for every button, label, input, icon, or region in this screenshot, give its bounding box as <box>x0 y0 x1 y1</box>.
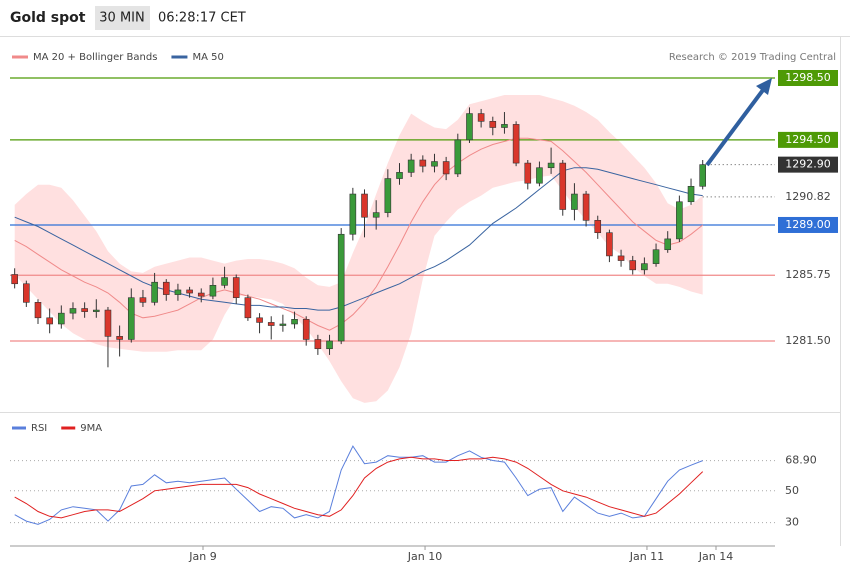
candle-body <box>162 281 170 295</box>
candle-body <box>524 162 532 184</box>
x-tick-label: Jan 14 <box>698 550 733 563</box>
candle-body <box>641 263 648 271</box>
level-label: 1298.50 <box>785 71 831 84</box>
candle-body <box>582 193 590 221</box>
candle-body <box>81 308 88 312</box>
time: 06:28:17 CET <box>158 11 246 26</box>
level-label: 1281.50 <box>785 334 831 347</box>
candle-body <box>69 308 77 314</box>
legend-label: RSI <box>31 423 47 434</box>
candle-body <box>559 162 567 210</box>
candle-body <box>442 161 450 175</box>
candle-body <box>337 233 345 342</box>
candle-body <box>466 113 473 141</box>
y-tick-label: 50 <box>785 484 799 497</box>
candle-body <box>501 124 508 128</box>
level-label-box <box>778 267 838 284</box>
candle-body <box>489 121 497 128</box>
legend-label: MA 20 + Bollinger Bands <box>33 52 157 63</box>
candle-body <box>407 159 415 173</box>
forecast-arrowhead <box>756 78 772 95</box>
interval: 30 MIN <box>99 11 144 26</box>
candle-body <box>34 302 42 319</box>
candle-body <box>104 309 112 337</box>
ma-line <box>14 167 703 311</box>
candle-body <box>512 124 520 164</box>
candle-body <box>699 164 706 187</box>
level-label-box <box>778 131 838 148</box>
level-label: 1290.82 <box>785 190 831 203</box>
level-label-box <box>778 333 838 350</box>
rsi-line <box>14 445 703 525</box>
level-label: 1292.90 <box>785 158 831 171</box>
candle-body <box>606 232 613 257</box>
credit: Research © 2019 Trading Central <box>669 52 836 63</box>
candle-body <box>92 309 100 312</box>
candle-body <box>302 319 310 340</box>
candle-body <box>23 283 30 303</box>
candle-body <box>46 317 53 325</box>
candle-body <box>197 292 205 297</box>
candle-body <box>349 193 357 235</box>
candle-body <box>536 167 543 184</box>
legend-label: 9MA <box>80 423 102 434</box>
candle-body <box>419 159 427 167</box>
candle-body <box>267 322 275 326</box>
candle-body <box>326 340 333 350</box>
level-label: 68.90 <box>785 454 817 467</box>
candle-body <box>221 277 228 286</box>
candle-body <box>384 178 392 213</box>
candle-body <box>372 212 380 218</box>
bollinger-band <box>14 95 703 403</box>
candle-body <box>58 312 65 325</box>
legend-label: MA 50 <box>192 52 223 63</box>
candle-body <box>291 319 298 325</box>
candle-body <box>174 289 182 295</box>
candle-body <box>652 249 660 264</box>
forecast-arrow <box>705 84 768 167</box>
candle-body <box>477 113 485 122</box>
title: Gold spot <box>10 10 86 26</box>
candle-body <box>571 193 578 210</box>
level-label-box <box>778 216 838 233</box>
x-tick-label: Jan 11 <box>629 550 664 563</box>
candle-body <box>244 297 252 319</box>
x-tick-label: Jan 9 <box>188 550 216 563</box>
candle-body <box>314 339 322 350</box>
candle-body <box>629 260 637 271</box>
candle-body <box>431 161 438 167</box>
level-label-box <box>778 69 838 86</box>
candle-body <box>139 297 147 303</box>
candle-body <box>547 162 555 169</box>
candle-body <box>127 297 135 340</box>
level-label: 1289.00 <box>785 218 831 231</box>
candle-body <box>11 274 18 285</box>
y-tick-label: 30 <box>785 516 799 529</box>
candle-body <box>256 317 263 323</box>
level-label: 1285.75 <box>785 268 831 281</box>
candle-body <box>594 220 602 234</box>
candle-body <box>186 289 193 294</box>
candle-body <box>664 238 672 251</box>
candle-body <box>209 285 217 297</box>
x-tick-label: Jan 10 <box>407 550 442 563</box>
candle-body <box>396 172 403 179</box>
candle-body <box>151 281 158 303</box>
candle-body <box>116 336 123 340</box>
level-label-box <box>778 188 838 205</box>
candle-body <box>676 201 683 240</box>
rsi-line <box>14 456 704 519</box>
candle-body <box>454 139 462 175</box>
candle-body <box>617 255 625 261</box>
candle-body <box>361 193 368 218</box>
level-label-box <box>778 156 838 173</box>
candle-body <box>279 323 287 326</box>
interval-box <box>95 6 150 30</box>
candle-body <box>687 185 695 203</box>
level-label: 1294.50 <box>785 133 831 146</box>
candle-body <box>232 277 240 298</box>
